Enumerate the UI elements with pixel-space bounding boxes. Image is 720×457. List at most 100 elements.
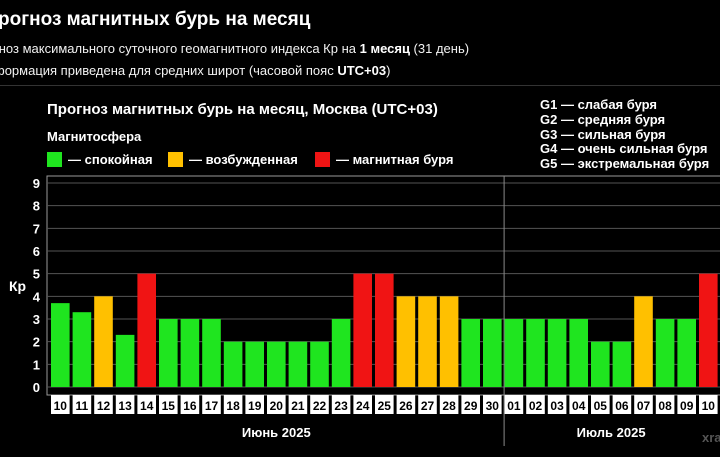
x-tick-box <box>331 395 351 414</box>
x-tick-label: 21 <box>291 399 305 413</box>
bar <box>569 319 588 387</box>
bar <box>223 341 243 387</box>
x-tick-label: 14 <box>140 399 154 413</box>
y-tick-label: 3 <box>33 312 40 327</box>
x-tick-box <box>461 395 480 414</box>
y-tick-label: 0 <box>33 380 40 395</box>
x-tick-box <box>547 395 567 414</box>
bar <box>418 296 437 387</box>
legend-label-storm: — магнитная буря <box>336 152 454 167</box>
x-tick-box <box>115 395 135 414</box>
x-tick-box <box>655 395 675 414</box>
x-tick-label: 03 <box>550 399 564 413</box>
x-tick-box <box>267 395 286 414</box>
y-tick-label: 8 <box>33 199 40 214</box>
bar <box>288 341 308 387</box>
x-tick-label: 06 <box>615 399 629 413</box>
x-tick-label: 24 <box>356 399 370 413</box>
y-tick-label: 9 <box>33 176 40 191</box>
x-tick-label: 18 <box>226 399 240 413</box>
bar <box>51 303 70 387</box>
x-tick-label: 04 <box>572 399 586 413</box>
x-tick-label: 08 <box>658 399 672 413</box>
divider <box>0 85 720 86</box>
x-tick-box <box>612 395 632 414</box>
legend-swatch-quiet <box>47 152 62 167</box>
x-tick-box <box>310 395 329 414</box>
x-tick-box <box>396 395 416 414</box>
x-tick-label: 11 <box>76 399 89 413</box>
legend-swatch-active <box>168 152 183 167</box>
x-tick-label: 22 <box>313 399 327 413</box>
x-tick-box <box>94 395 113 414</box>
x-tick-box <box>439 395 459 414</box>
y-tick-label: 4 <box>33 289 41 304</box>
legend-item-active: — возбужденная <box>168 152 298 167</box>
x-tick-label: 01 <box>507 399 521 413</box>
x-tick-label: 25 <box>378 399 392 413</box>
x-tick-box <box>137 395 156 414</box>
x-tick-label: 30 <box>486 399 500 413</box>
bar <box>483 319 502 387</box>
x-tick-box <box>288 395 308 414</box>
bar <box>115 334 135 387</box>
x-tick-box <box>180 395 200 414</box>
x-tick-label: 16 <box>183 399 197 413</box>
bar <box>137 273 156 387</box>
storm-scale-g5: G5 — экстремальная буря <box>540 156 710 172</box>
y-tick-label: 6 <box>33 244 40 259</box>
bar <box>461 319 480 387</box>
y-axis-label: Кр <box>9 278 26 294</box>
watermark: xra <box>702 430 720 445</box>
chart-title: Прогноз магнитных бурь на месяц, Москва … <box>47 101 438 118</box>
bar <box>699 273 718 387</box>
bar <box>159 319 178 387</box>
forecast-description: гноз максимального суточного геомагнитно… <box>0 41 470 56</box>
month-label: Июль 2025 <box>577 425 646 440</box>
bar <box>591 341 610 387</box>
x-tick-box <box>699 395 718 414</box>
x-tick-label: 12 <box>97 399 111 413</box>
x-tick-label: 10 <box>702 399 716 413</box>
x-tick-box <box>202 395 221 414</box>
legend-title: Магнитосфера <box>47 129 142 144</box>
bar <box>202 319 221 387</box>
x-tick-label: 17 <box>205 399 219 413</box>
bar <box>655 319 675 387</box>
bar <box>612 341 632 387</box>
page-title: рогноз магнитных бурь на месяц <box>0 9 311 30</box>
x-tick-label: 20 <box>270 399 284 413</box>
x-tick-label: 15 <box>162 399 176 413</box>
storm-scale-g4: G4 — очень сильная буря <box>540 141 708 157</box>
bar <box>180 319 200 387</box>
month-label: Июнь 2025 <box>242 425 311 440</box>
y-tick-label: 1 <box>33 357 40 372</box>
x-tick-label: 10 <box>54 399 68 413</box>
x-tick-box <box>51 395 70 414</box>
y-tick-label: 5 <box>33 267 40 282</box>
storm-scale-g2: G2 — средняя буря <box>540 111 666 127</box>
y-tick-label: 7 <box>33 221 40 236</box>
legend-item-storm: — магнитная буря <box>315 152 453 167</box>
x-tick-label: 29 <box>464 399 478 413</box>
bar <box>375 273 394 387</box>
bar <box>634 296 653 387</box>
storm-scale-g3: G3 — сильная буря <box>540 126 666 142</box>
x-tick-box <box>526 395 545 414</box>
bar <box>526 319 545 387</box>
x-tick-label: 27 <box>421 399 435 413</box>
legend-label-active: — возбужденная <box>189 152 298 167</box>
x-tick-box <box>223 395 243 414</box>
legend-item-quiet: — спокойная <box>47 152 153 167</box>
x-tick-box <box>634 395 653 414</box>
latitude-note: формация приведена для средних широт (ча… <box>0 63 391 78</box>
x-tick-box <box>245 395 264 414</box>
x-tick-box <box>569 395 588 414</box>
x-tick-label: 26 <box>399 399 413 413</box>
x-tick-label: 02 <box>529 399 543 413</box>
bar <box>267 341 286 387</box>
x-tick-label: 05 <box>594 399 608 413</box>
x-tick-box <box>418 395 437 414</box>
bar <box>72 312 92 387</box>
legend-swatch-storm <box>315 152 330 167</box>
